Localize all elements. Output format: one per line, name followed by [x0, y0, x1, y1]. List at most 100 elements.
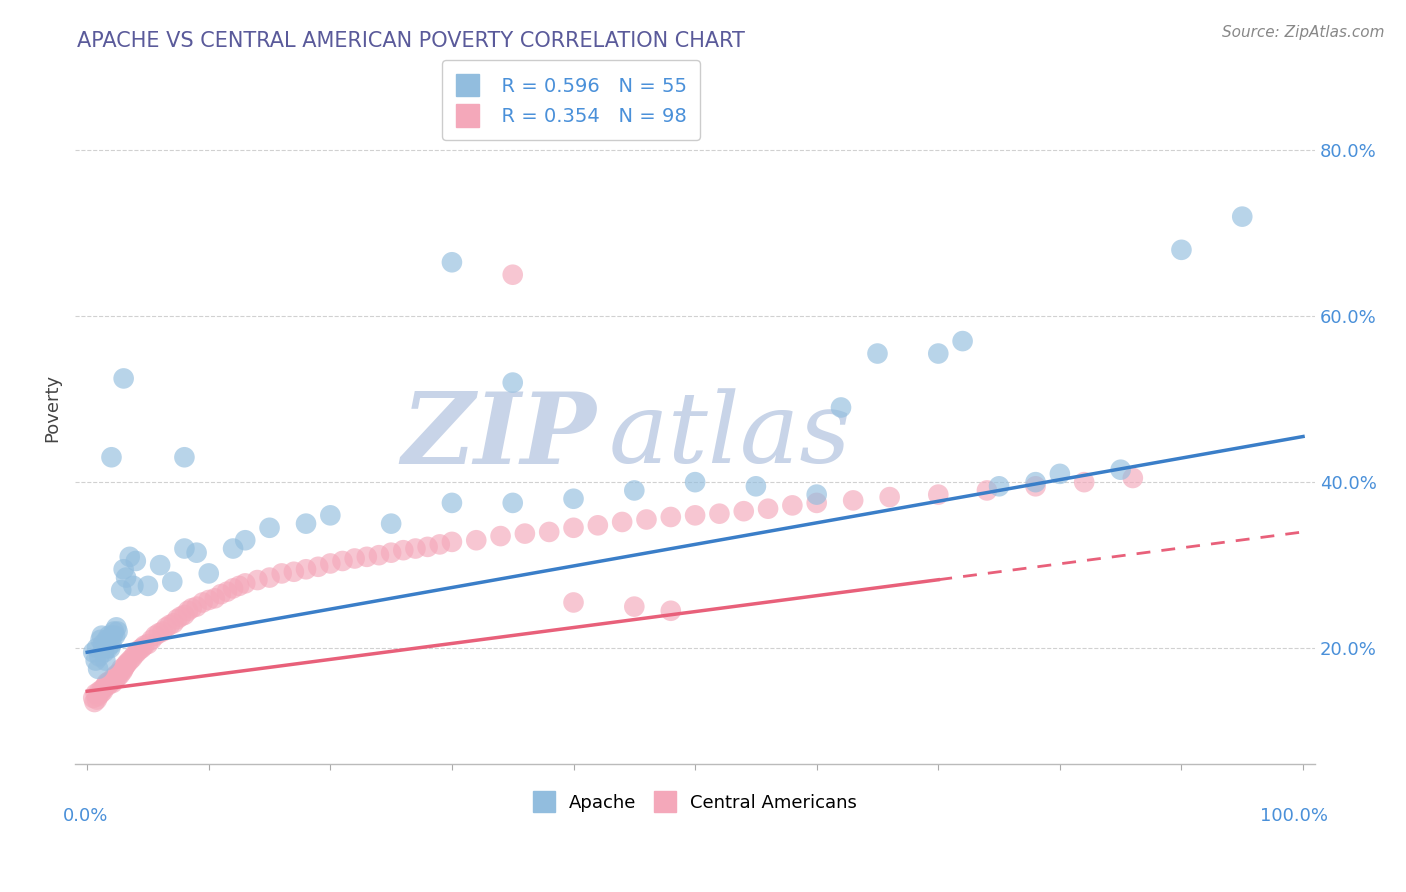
- Point: [128, 642, 150, 657]
- Point: [209, 587, 232, 601]
- Point: [295, 516, 318, 531]
- Point: [91, 637, 114, 651]
- Point: [659, 604, 682, 618]
- Point: [155, 620, 177, 634]
- Point: [173, 607, 195, 622]
- Point: [513, 526, 536, 541]
- Point: [159, 618, 181, 632]
- Point: [89, 649, 111, 664]
- Point: [166, 612, 188, 626]
- Point: [112, 662, 135, 676]
- Point: [87, 662, 110, 676]
- Point: [90, 629, 112, 643]
- Point: [636, 512, 658, 526]
- Point: [104, 673, 127, 687]
- Point: [562, 491, 585, 506]
- Point: [756, 501, 779, 516]
- Point: [84, 654, 107, 668]
- Text: 100.0%: 100.0%: [1260, 807, 1327, 825]
- Point: [180, 601, 202, 615]
- Point: [404, 541, 426, 556]
- Point: [222, 541, 245, 556]
- Point: [97, 678, 120, 692]
- Point: [86, 692, 108, 706]
- Point: [295, 562, 318, 576]
- Point: [806, 496, 828, 510]
- Point: [177, 604, 200, 618]
- Point: [392, 543, 415, 558]
- Point: [356, 549, 378, 564]
- Point: [90, 687, 112, 701]
- Point: [105, 620, 128, 634]
- Point: [104, 629, 127, 643]
- Point: [502, 496, 524, 510]
- Point: [659, 510, 682, 524]
- Point: [117, 656, 139, 670]
- Point: [82, 690, 104, 705]
- Point: [927, 487, 949, 501]
- Point: [84, 687, 107, 701]
- Point: [866, 346, 889, 360]
- Point: [233, 576, 256, 591]
- Text: Source: ZipAtlas.com: Source: ZipAtlas.com: [1222, 25, 1385, 40]
- Point: [259, 571, 281, 585]
- Point: [122, 579, 145, 593]
- Point: [103, 624, 125, 639]
- Point: [1025, 479, 1047, 493]
- Point: [332, 554, 354, 568]
- Point: [107, 665, 129, 680]
- Point: [98, 629, 121, 643]
- Point: [1170, 243, 1192, 257]
- Point: [228, 579, 250, 593]
- Text: atlas: atlas: [609, 388, 851, 483]
- Point: [91, 684, 114, 698]
- Point: [586, 518, 609, 533]
- Point: [623, 483, 645, 498]
- Point: [103, 670, 125, 684]
- Point: [94, 654, 117, 668]
- Point: [782, 499, 804, 513]
- Point: [380, 546, 402, 560]
- Point: [623, 599, 645, 614]
- Point: [502, 268, 524, 282]
- Point: [90, 632, 112, 647]
- Point: [1049, 467, 1071, 481]
- Point: [86, 641, 108, 656]
- Point: [108, 667, 131, 681]
- Point: [233, 533, 256, 548]
- Point: [976, 483, 998, 498]
- Point: [89, 684, 111, 698]
- Point: [131, 641, 153, 656]
- Point: [186, 546, 208, 560]
- Point: [136, 579, 159, 593]
- Point: [82, 645, 104, 659]
- Point: [562, 521, 585, 535]
- Point: [197, 593, 219, 607]
- Point: [118, 549, 141, 564]
- Point: [112, 562, 135, 576]
- Point: [162, 574, 184, 589]
- Point: [683, 508, 706, 523]
- Text: ZIP: ZIP: [401, 388, 596, 484]
- Point: [136, 637, 159, 651]
- Point: [1109, 463, 1132, 477]
- Point: [96, 676, 118, 690]
- Point: [204, 591, 226, 606]
- Point: [100, 674, 122, 689]
- Text: 0.0%: 0.0%: [63, 807, 108, 825]
- Point: [191, 595, 214, 609]
- Point: [709, 507, 731, 521]
- Point: [107, 670, 129, 684]
- Point: [830, 401, 852, 415]
- Point: [927, 346, 949, 360]
- Point: [93, 645, 115, 659]
- Point: [246, 573, 269, 587]
- Point: [745, 479, 768, 493]
- Point: [343, 551, 366, 566]
- Point: [114, 659, 136, 673]
- Legend: Apache, Central Americans: Apache, Central Americans: [526, 784, 865, 820]
- Point: [489, 529, 512, 543]
- Point: [101, 676, 124, 690]
- Point: [141, 632, 163, 647]
- Point: [173, 541, 195, 556]
